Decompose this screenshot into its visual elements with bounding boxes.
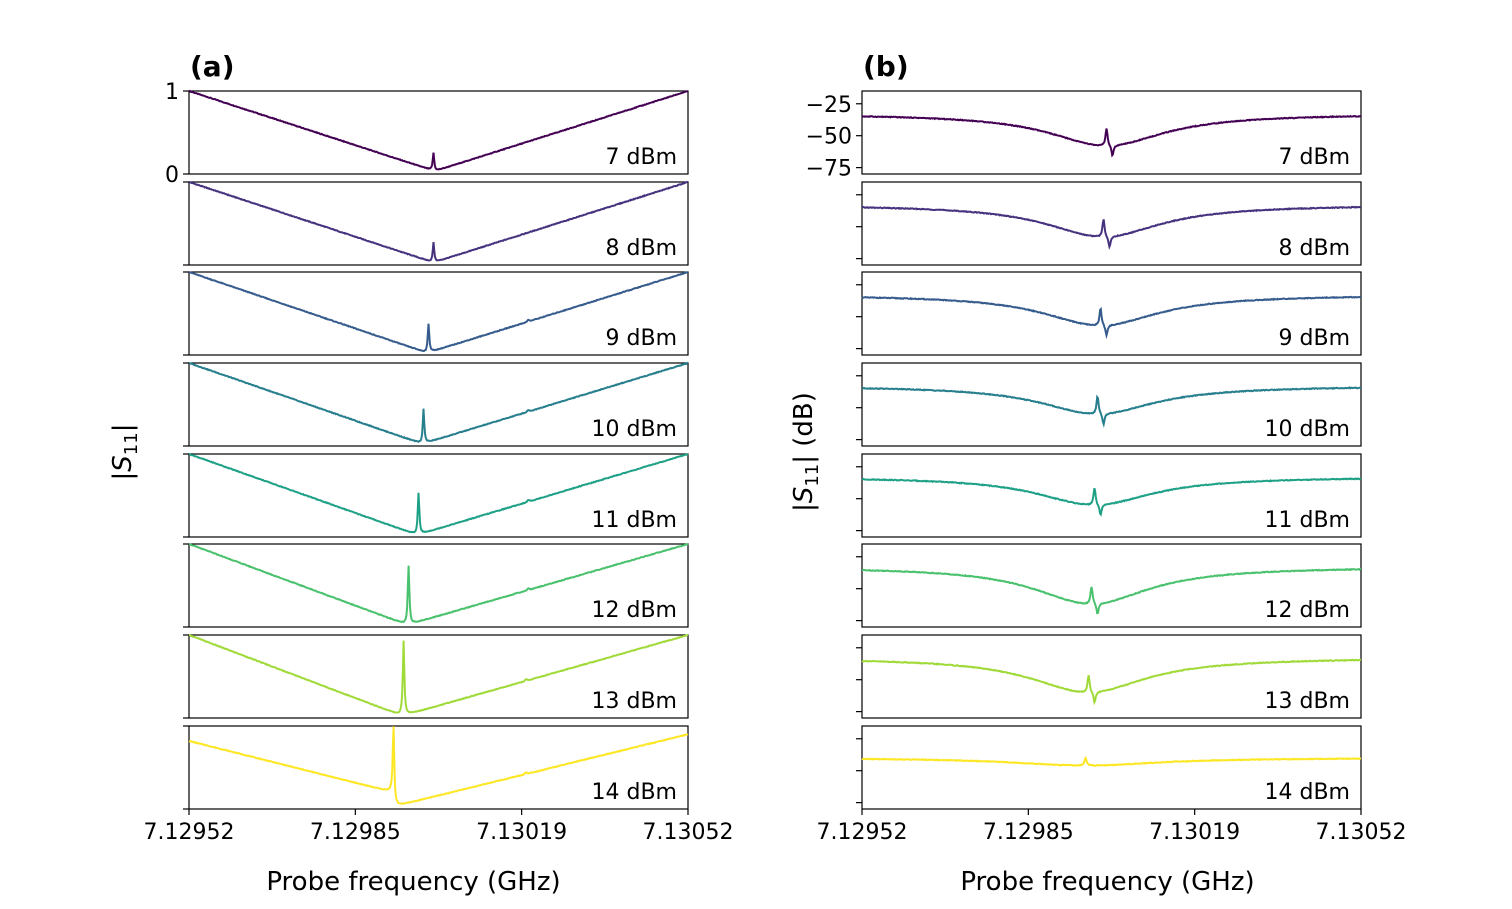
series-label: 13 dBm — [1265, 689, 1350, 714]
series-label: 10 dBm — [592, 417, 677, 442]
series-label: 8 dBm — [606, 236, 677, 261]
panel-letter: (b) — [863, 50, 909, 83]
y-tick-label: 1 — [165, 80, 179, 105]
subplot-frame — [861, 543, 1362, 628]
subplot-frame — [188, 362, 689, 447]
subplot-frame — [861, 453, 1362, 538]
series-label: 13 dBm — [592, 689, 677, 714]
series-line-7-dbm — [861, 114, 1362, 158]
subplot-frame — [188, 181, 689, 266]
subplot-frame — [861, 271, 1362, 356]
series-line-7-dbm — [188, 89, 689, 171]
y-axis-label-end: | — [108, 424, 138, 433]
x-tick-label: 7.12952 — [144, 820, 235, 845]
subplot-frame — [188, 90, 689, 175]
series-line-11-dbm — [861, 477, 1361, 517]
subplot-frame — [861, 634, 1362, 719]
subplot-frame — [188, 725, 689, 810]
x-axis-label: Probe frequency (GHz) — [960, 867, 1254, 897]
series-label: 10 dBm — [1265, 417, 1350, 442]
series-line-10-dbm — [861, 386, 1362, 428]
series-label: 12 dBm — [592, 598, 677, 623]
series-label: 7 dBm — [606, 145, 677, 170]
series-label: 8 dBm — [1279, 236, 1350, 261]
subplot-12-dbm: 12 dBm — [183, 543, 689, 628]
subplot-11-dbm: 11 dBm — [183, 452, 689, 538]
subplot-14-dbm: 14 dBm — [856, 725, 1362, 810]
series-line-9-dbm — [861, 295, 1362, 340]
series-line-11-dbm — [188, 452, 689, 534]
series-label: 9 dBm — [1279, 326, 1350, 351]
subplot-10-dbm: 10 dBm — [856, 362, 1362, 447]
y-tick-label: −25 — [806, 93, 852, 118]
y-axis-label: |S11| — [108, 424, 142, 481]
subplot-frame — [861, 181, 1362, 266]
subplot-13-dbm: 13 dBm — [856, 634, 1362, 719]
series-label: 9 dBm — [606, 326, 677, 351]
y-tick-label: −50 — [806, 125, 852, 150]
x-tick-label: 7.13052 — [643, 820, 734, 845]
series-label: 12 dBm — [1265, 598, 1350, 623]
series-line-14-dbm — [861, 755, 1362, 767]
panel-b: (b) 7 dBm 8 dBm 9 dBm 10 dBm 11 dBm 12 dBm 13 d… — [789, 50, 1406, 897]
series-line-10-dbm — [188, 361, 689, 444]
subplot-9-dbm: 9 dBm — [856, 271, 1362, 356]
series-label: 14 dBm — [592, 780, 677, 805]
series-label: 7 dBm — [1279, 145, 1350, 170]
series-line-8-dbm — [862, 205, 1362, 251]
x-tick-label: 7.13052 — [1316, 820, 1407, 845]
series-line-13-dbm — [188, 634, 689, 714]
series-label: 11 dBm — [592, 508, 677, 533]
y-axis-label-sub: 11 — [802, 464, 823, 487]
y-axis-label-main: |S — [108, 455, 138, 480]
subplot-10-dbm: 10 dBm — [183, 361, 689, 447]
y-axis-label-sub: 11 — [121, 432, 142, 455]
x-tick-label: 7.12985 — [983, 820, 1074, 845]
x-tick-label: 7.13019 — [476, 820, 567, 845]
subplot-frame — [188, 271, 689, 356]
subplot-8-dbm: 8 dBm — [856, 181, 1362, 266]
subplot-frame — [188, 453, 689, 538]
subplot-11-dbm: 11 dBm — [856, 453, 1362, 538]
panel-a: (a) 7 dBm 8 dBm 9 dBm 10 dBm 11 dBm 12 dBm 13 d… — [108, 50, 733, 897]
subplot-frame — [188, 543, 689, 628]
series-line-8-dbm — [188, 181, 688, 262]
series-label: 14 dBm — [1265, 780, 1350, 805]
series-line-9-dbm — [188, 271, 689, 353]
subplot-frame — [861, 90, 1362, 175]
subplot-frame — [861, 362, 1362, 447]
subplot-frame — [188, 634, 689, 719]
x-tick-label: 7.12985 — [310, 820, 401, 845]
y-tick-label: −75 — [806, 157, 852, 182]
x-axis-label: Probe frequency (GHz) — [266, 867, 560, 897]
series-line-12-dbm — [861, 567, 1362, 615]
series-line-12-dbm — [188, 543, 689, 624]
series-line-13-dbm — [861, 658, 1362, 706]
subplot-frame — [861, 725, 1362, 810]
subplot-8-dbm: 8 dBm — [183, 181, 689, 266]
series-line-14-dbm — [188, 726, 689, 805]
y-axis-label-main: |S — [789, 487, 819, 512]
subplot-12-dbm: 12 dBm — [856, 543, 1362, 628]
series-label: 11 dBm — [1265, 508, 1350, 533]
y-axis-label-end: | (dB) — [789, 392, 819, 464]
subplot-13-dbm: 13 dBm — [183, 634, 689, 719]
y-tick-label: 0 — [165, 163, 179, 188]
subplot-9-dbm: 9 dBm — [183, 271, 689, 356]
x-tick-label: 7.12952 — [817, 820, 908, 845]
subplot-14-dbm: 14 dBm — [183, 725, 689, 810]
panel-letter: (a) — [190, 50, 235, 83]
x-tick-label: 7.13019 — [1149, 820, 1240, 845]
y-axis-label: |S11| (dB) — [789, 392, 823, 512]
subplot-7-dbm: 7 dBm — [856, 90, 1362, 175]
subplot-7-dbm: 7 dBm — [183, 89, 689, 175]
